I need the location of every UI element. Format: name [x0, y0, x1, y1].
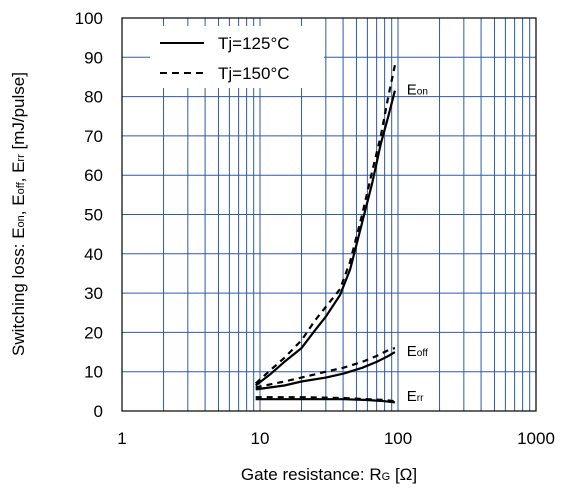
x-axis-title-main: Gate resistance: R [241, 465, 382, 484]
x-tick-label: 10 [251, 429, 270, 448]
y-tick-label: 20 [84, 323, 103, 342]
y-axis-title-s2: off [15, 181, 27, 194]
y-axis-title: Switching loss: Eon, Eoff, Err [mJ/pulse… [9, 72, 28, 356]
y-tick-label: 80 [84, 88, 103, 107]
curve-label-rr: Err [407, 388, 424, 405]
y-tick-label: 0 [94, 402, 103, 421]
series-eon-150c [254, 64, 396, 385]
x-axis-title: Gate resistance: RG [Ω] [241, 465, 417, 484]
x-tick-label: 1000 [517, 429, 555, 448]
curve-label-prefix: E [407, 82, 417, 99]
series-eoff-125c [255, 351, 396, 391]
curve-label-subscript: rr [417, 393, 424, 404]
y-axis-title-s3: rr [15, 154, 27, 162]
x-axis-title-tail: [Ω] [390, 465, 417, 484]
x-axis-title-sub: G [382, 471, 391, 483]
y-axis-title-p2: , E [9, 194, 28, 215]
curve-label-background [402, 334, 439, 355]
curve-label-on: Eon [407, 82, 428, 99]
y-tick-label: 100 [75, 9, 103, 28]
curve-label-background [402, 381, 433, 400]
curve-label-prefix: E [407, 343, 417, 360]
series-err-150c [255, 396, 396, 403]
legend-background [150, 26, 324, 88]
x-tick-label: 1 [117, 429, 126, 448]
y-axis-title-p4: [mJ/pulse] [9, 72, 28, 154]
y-tick-label: 40 [84, 245, 103, 264]
curve-label-subscript: on [417, 87, 428, 98]
plot-frame [121, 17, 537, 412]
y-tick-label: 70 [84, 127, 103, 146]
curves [254, 64, 396, 404]
y-tick-label: 50 [84, 206, 103, 225]
y-tick-label: 60 [84, 166, 103, 185]
legend-label-125: Tj=125°C [218, 34, 290, 53]
y-axis-title-p1: Switching loss: E [9, 227, 28, 356]
y-axis-title-p3: , E [9, 162, 28, 183]
y-axis-title-s1: on [15, 215, 27, 227]
tick-labels: 1 10 100 1000 0 10 20 30 40 50 60 70 80 90 100 [75, 9, 555, 448]
y-tick-label: 10 [84, 363, 103, 382]
y-tick-label: 30 [84, 284, 103, 303]
curve-label-subscript: off [417, 348, 428, 359]
curve-label-prefix: E [407, 388, 417, 405]
series-eoff-150c [255, 347, 396, 389]
curve-label-background [402, 65, 439, 92]
curve-label-off: Eoff [407, 343, 428, 360]
series-eon-125c [255, 90, 396, 387]
x-tick-label: 100 [384, 429, 412, 448]
legend-label-150: Tj=150°C [218, 64, 290, 83]
legend: Tj=125°C Tj=150°C [150, 26, 324, 88]
y-tick-label: 90 [84, 48, 103, 67]
